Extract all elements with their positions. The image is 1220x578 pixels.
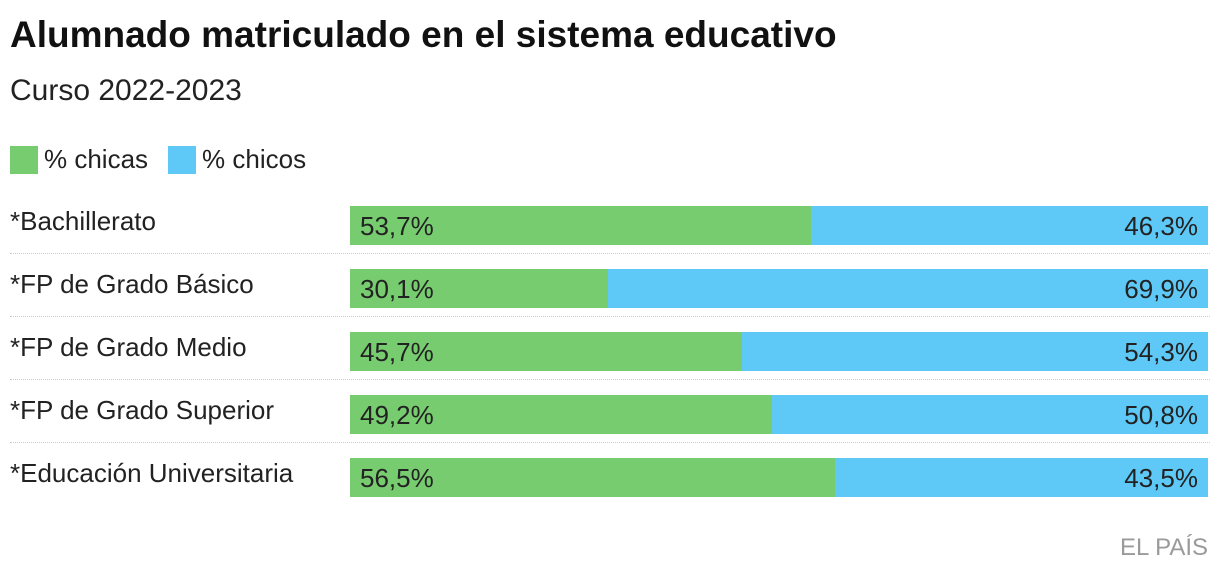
legend: % chicas % chicos [10,144,326,175]
bar-row: *FP de Grado Básico 30,1% 69,9% [10,254,1210,317]
data-label-chicos: 43,5% [1124,463,1198,493]
bar-segment-chicas: 49,2% [350,395,773,434]
bar-segment-chicos: 43,5% [834,458,1208,497]
stacked-bar: 53,7% 46,3% [350,206,1208,245]
chart-subtitle: Curso 2022-2023 [10,74,242,107]
data-label-chicos: 69,9% [1124,274,1198,304]
source-credit: EL PAÍS [1119,534,1208,561]
stacked-bar: 45,7% 54,3% [350,332,1208,371]
category-label: *Educación Universitaria [10,458,294,488]
bar-segment-chicas: 30,1% [350,269,609,308]
category-label: *Bachillerato [10,206,156,236]
category-label: *FP de Grado Superior [10,395,274,425]
bar-row: *Bachillerato 53,7% 46,3% [10,191,1210,254]
bar-segment-chicas: 53,7% [350,206,811,245]
data-label-chicas: 53,7% [360,211,434,241]
legend-swatch-chicas [10,145,38,174]
data-label-chicas: 56,5% [360,463,434,493]
bar-row: *FP de Grado Medio 45,7% 54,3% [10,317,1210,380]
bar-segment-chicos: 46,3% [810,206,1208,245]
legend-item-chicas: % chicas [10,144,148,175]
stacked-bar: 49,2% 50,8% [350,395,1208,434]
data-label-chicos: 54,3% [1124,337,1198,367]
bar-row: *Educación Universitaria 56,5% 43,5% [10,443,1210,505]
category-label: *FP de Grado Básico [10,269,254,299]
legend-label-chicos: % chicos [202,144,307,174]
data-label-chicas: 49,2% [360,400,434,430]
bar-segment-chicas: 56,5% [350,458,835,497]
data-label-chicos: 46,3% [1124,211,1198,241]
data-label-chicas: 45,7% [360,337,434,367]
legend-swatch-chicos [168,145,197,174]
legend-label-chicas: % chicas [44,144,149,174]
stacked-bar: 56,5% 43,5% [350,458,1208,497]
data-label-chicas: 30,1% [360,274,434,304]
bar-segment-chicos: 54,3% [742,332,1208,371]
chart-title: Alumnado matriculado en el sistema educa… [10,14,837,55]
data-label-chicos: 50,8% [1124,400,1198,430]
bar-segment-chicos: 69,9% [608,269,1208,308]
legend-item-chicos: % chicos [168,144,306,175]
bar-rows: *Bachillerato 53,7% 46,3% *FP de Grado Bási… [10,191,1210,505]
stacked-bar: 30,1% 69,9% [350,269,1208,308]
bar-segment-chicos: 50,8% [772,395,1208,434]
bar-row: *FP de Grado Superior 49,2% 50,8% [10,380,1210,443]
bar-segment-chicas: 45,7% [350,332,743,371]
category-label: *FP de Grado Medio [10,332,247,362]
